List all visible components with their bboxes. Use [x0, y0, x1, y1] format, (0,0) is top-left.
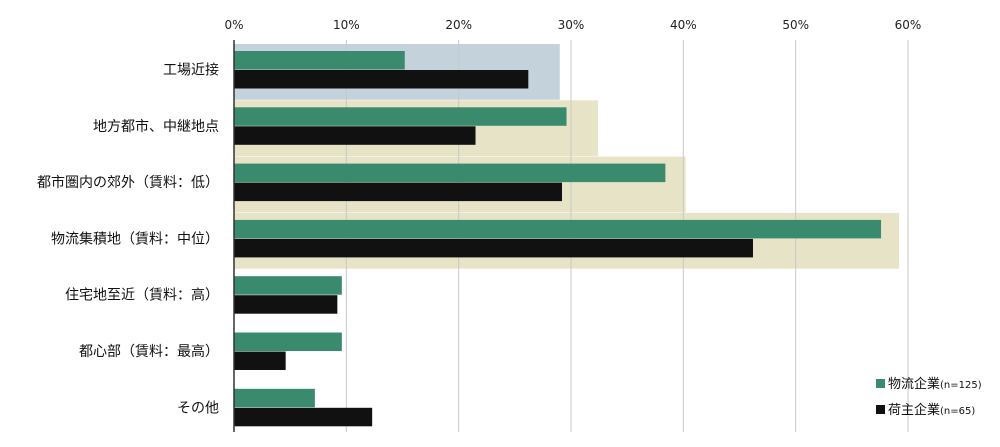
bar-shipper-6 [234, 407, 373, 427]
legend-label-logistics: 物流企業(n=125) [888, 376, 982, 392]
category-label-0: 工場近接 [163, 62, 219, 79]
bar-shipper-0 [234, 70, 529, 89]
x-tick-label-40: 40% [670, 18, 697, 32]
bar-shipper-5 [234, 351, 286, 370]
bar-logistics-2 [234, 163, 666, 183]
legend-swatch-logistics [876, 379, 885, 388]
bar-logistics-1 [234, 107, 567, 126]
bar-shipper-1 [234, 126, 476, 145]
bar-logistics-4 [234, 276, 342, 295]
bar-shipper-4 [234, 295, 338, 314]
x-tick-labels: 0% 10% 20% 30% 40% 50% 60% [224, 18, 921, 32]
legend: 物流企業(n=125) 荷主企業(n=65) [876, 376, 982, 418]
category-label-5: 都心部（賃料：最高） [79, 343, 219, 360]
x-tick-label-0: 0% [224, 18, 243, 32]
x-tick-label-20: 20% [445, 18, 472, 32]
category-label-6: その他 [177, 400, 219, 416]
bar-logistics-0 [234, 51, 405, 70]
x-tick-label-60: 60% [895, 18, 922, 32]
legend-label-shipper: 荷主企業(n=65) [888, 402, 975, 418]
category-label-2: 都市圏内の郊外（賃料：低） [37, 174, 219, 191]
bar-logistics-5 [234, 332, 342, 351]
x-tick-label-10: 10% [333, 18, 360, 32]
category-label-1: 地方都市、中継地点 [93, 118, 219, 135]
bars [234, 51, 882, 427]
x-tick-label-30: 30% [558, 18, 585, 32]
category-label-4: 住宅地至近（賃料：高） [65, 287, 219, 304]
bar-logistics-3 [234, 219, 882, 239]
bar-shipper-2 [234, 182, 563, 202]
bar-logistics-6 [234, 388, 315, 408]
legend-swatch-shipper [876, 405, 885, 414]
x-tick-label-50: 50% [782, 18, 809, 32]
bar-shipper-3 [234, 238, 753, 258]
category-label-3: 物流集積地（賃料：中位） [51, 230, 219, 247]
